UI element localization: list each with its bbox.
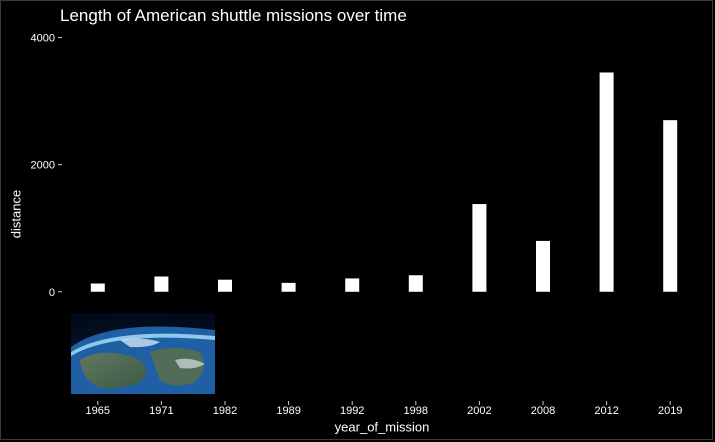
x-tick-label: 1998	[404, 405, 428, 417]
y-tick-label: 4000	[31, 33, 55, 45]
y-axis: 0 2000 4000	[31, 33, 62, 299]
x-tick-label: 1992	[340, 405, 364, 417]
x-tick-label: 2008	[531, 405, 555, 417]
x-tick-label: 1965	[86, 405, 110, 417]
chart-title: Length of American shuttle missions over…	[60, 6, 407, 25]
x-tick-label: 2002	[467, 405, 491, 417]
x-tick-label: 1971	[149, 405, 173, 417]
bar-1971	[154, 276, 169, 292]
x-tick-label: 2012	[594, 405, 618, 417]
bar-2019	[663, 120, 678, 292]
bar-2002	[472, 204, 487, 292]
bar-1965	[90, 283, 105, 292]
bar-2012	[599, 72, 614, 292]
x-axis-label: year_of_mission	[334, 419, 430, 435]
earth-photo	[71, 313, 215, 394]
bar-2008	[536, 240, 550, 292]
x-tick-label: 1982	[213, 405, 237, 417]
bar-1998	[408, 275, 423, 292]
x-axis-ticks: 1965 1971 1982 1989 1992 1998 2002 2008 2012 2019	[86, 401, 682, 417]
bar-1982	[218, 279, 232, 292]
bar-1992	[345, 278, 360, 292]
bar-1989	[281, 282, 296, 292]
bars	[90, 72, 678, 292]
y-tick-label: 2000	[31, 160, 55, 172]
x-tick-label: 2019	[658, 405, 682, 417]
x-tick-label: 1989	[276, 405, 300, 417]
y-tick-label: 0	[49, 287, 55, 299]
